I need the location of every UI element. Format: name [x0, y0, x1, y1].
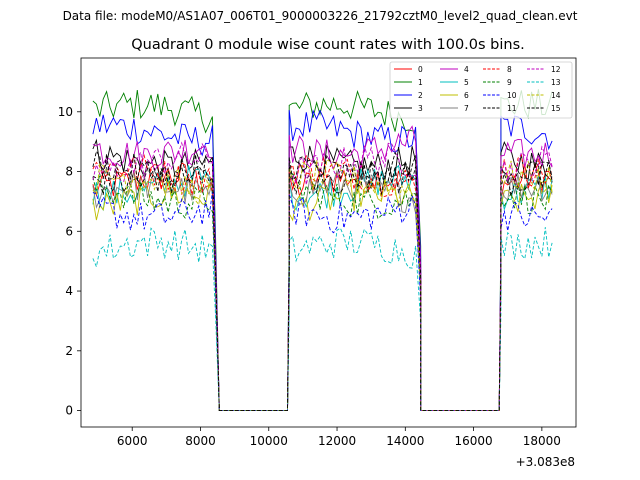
legend-item-11: 11 — [483, 104, 517, 113]
legend-label: 4 — [464, 65, 469, 74]
figure-suptitle: Data file: modeM0/AS1A07_006T01_90000032… — [63, 9, 578, 23]
legend-box — [389, 61, 573, 119]
y-tick-label: 0 — [65, 404, 73, 418]
legend-label: 1 — [418, 78, 423, 87]
x-tick-label: 14000 — [386, 434, 424, 448]
legend-label: 7 — [464, 104, 469, 113]
legend-item-12: 12 — [527, 65, 561, 74]
y-tick-label: 2 — [65, 344, 73, 358]
legend-label: 6 — [464, 91, 469, 100]
legend-item-15: 15 — [527, 104, 561, 113]
x-tick-label: 18000 — [523, 434, 561, 448]
x-offset-label: +3.083e8 — [516, 455, 575, 469]
legend-item-7: 7 — [440, 104, 469, 113]
x-axis: 6000 8000 10000 12000 14000 16000 18000 — [117, 427, 561, 448]
legend-item-5: 5 — [440, 78, 469, 87]
y-tick-label: 10 — [58, 105, 73, 119]
x-tick-label: 12000 — [318, 434, 356, 448]
x-tick-label: 8000 — [185, 434, 216, 448]
series-line-12 — [92, 141, 553, 412]
legend-item-13: 13 — [527, 78, 561, 87]
legend-item-0: 0 — [394, 65, 423, 74]
y-axis: 0 2 4 6 8 10 — [58, 105, 81, 418]
legend-label: 9 — [507, 78, 512, 87]
legend-item-14: 14 — [527, 91, 561, 100]
legend-item-3: 3 — [394, 104, 423, 113]
legend-label: 12 — [551, 65, 561, 74]
legend-label: 3 — [418, 104, 423, 113]
series-line-14 — [92, 159, 553, 412]
legend-label: 10 — [507, 91, 517, 100]
plot-frame — [80, 57, 577, 428]
series-line-15 — [92, 150, 553, 412]
legend-label: 2 — [418, 91, 423, 100]
legend-label: 8 — [507, 65, 512, 74]
chart-title: Quadrant 0 module wise count rates with … — [131, 37, 525, 53]
legend-item-9: 9 — [483, 78, 512, 87]
legend-label: 13 — [551, 78, 561, 87]
legend-item-10: 10 — [483, 91, 517, 100]
y-tick-label: 6 — [65, 224, 73, 238]
legend-item-2: 2 — [394, 91, 423, 100]
legend-label: 11 — [507, 104, 517, 113]
series-layer — [92, 89, 553, 412]
series-line-13 — [92, 227, 553, 412]
x-tick-label: 10000 — [250, 434, 288, 448]
y-tick-label: 8 — [65, 165, 73, 179]
legend-label: 15 — [551, 104, 561, 113]
legend-label: 0 — [418, 65, 423, 74]
legend-item-8: 8 — [483, 65, 512, 74]
x-tick-label: 16000 — [454, 434, 492, 448]
x-tick-label: 6000 — [117, 434, 148, 448]
plot-area — [92, 89, 553, 412]
legend-item-1: 1 — [394, 78, 423, 87]
legend-item-6: 6 — [440, 91, 469, 100]
y-tick-label: 4 — [65, 284, 73, 298]
legend-label: 5 — [464, 78, 469, 87]
legend-item-4: 4 — [440, 65, 469, 74]
legend-label: 14 — [551, 91, 561, 100]
